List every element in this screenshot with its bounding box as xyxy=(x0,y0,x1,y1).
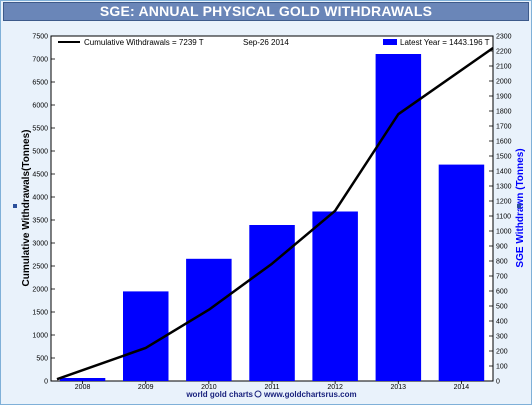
right-tick-label: 500 xyxy=(496,304,508,311)
x-tick-label: 2008 xyxy=(75,384,91,391)
bar-2011 xyxy=(249,225,295,381)
right-tick-label: 1100 xyxy=(496,214,511,221)
x-tick-label: 2009 xyxy=(138,384,154,391)
left-tick-label: 1000 xyxy=(32,333,48,340)
legend-latest-label: Latest Year = 1443.196 T xyxy=(400,38,490,47)
right-axis-ticks: 0 100 200 300 400 500 600 700 800 900 1000 1100 1200… xyxy=(489,34,512,386)
right-tick-label: 300 xyxy=(496,334,508,341)
right-tick-label: 700 xyxy=(496,274,508,281)
x-tick-label: 2014 xyxy=(454,384,470,391)
chart-title: SGE: ANNUAL PHYSICAL GOLD WITHDRAWALS xyxy=(99,3,433,19)
left-axis-ticks: 0 500 1000 1500 2000 2500 3000 3500 4000 4500 5000… xyxy=(32,34,55,386)
right-tick-label: 100 xyxy=(496,364,508,371)
footer-source-right: www.goldchartsrus.com xyxy=(263,390,357,399)
right-tick-label: 1400 xyxy=(496,169,512,176)
left-tick-label: 7500 xyxy=(32,34,48,41)
left-tick-label: 7000 xyxy=(32,57,48,64)
legend-bar-swatch xyxy=(383,39,397,45)
x-axis-ticks: 2008 2009 2010 2011 2012 2013 2014 xyxy=(75,381,470,391)
left-tick-label: 6500 xyxy=(32,80,48,87)
frame-handle-right xyxy=(517,204,521,208)
right-tick-label: 1900 xyxy=(496,94,512,101)
right-tick-label: 2300 xyxy=(496,34,512,41)
left-tick-label: 3500 xyxy=(32,218,48,225)
left-tick-label: 4000 xyxy=(32,195,48,202)
left-tick-label: 4500 xyxy=(32,172,48,179)
right-tick-label: 900 xyxy=(496,244,508,251)
left-tick-label: 0 xyxy=(44,379,48,386)
right-tick-label: 1800 xyxy=(496,109,512,116)
right-tick-label: 2100 xyxy=(496,64,512,71)
right-tick-label: 1700 xyxy=(496,124,512,131)
frame-handle-left xyxy=(13,204,17,208)
left-tick-label: 1500 xyxy=(32,310,48,317)
right-tick-label: 1500 xyxy=(496,154,512,161)
left-tick-label: 3000 xyxy=(32,241,48,248)
cumulative-line-series xyxy=(56,46,494,381)
right-tick-label: 1200 xyxy=(496,199,512,206)
right-tick-label: 600 xyxy=(496,289,508,296)
bar-2014 xyxy=(438,164,485,381)
legend-cumulative-label: Cumulative Withdrawals = 7239 T xyxy=(84,38,204,47)
right-tick-label: 200 xyxy=(496,349,508,356)
left-tick-label: 2500 xyxy=(32,264,48,271)
left-axis-label: Cumulative Withdrawals(Tonnes) xyxy=(21,130,32,287)
bar-2013 xyxy=(375,54,422,381)
right-tick-label: 2200 xyxy=(496,49,512,56)
title-bar: SGE: ANNUAL PHYSICAL GOLD WITHDRAWALS xyxy=(3,2,529,21)
bar-2008 xyxy=(59,378,106,381)
x-tick-label: 2011 xyxy=(264,384,279,391)
right-tick-label: 1600 xyxy=(496,139,512,146)
right-tick-label: 1300 xyxy=(496,184,512,191)
footer-source-left: world gold charts xyxy=(185,390,253,399)
bar-2009 xyxy=(123,291,169,381)
left-tick-label: 5000 xyxy=(32,149,48,156)
x-tick-label: 2012 xyxy=(327,384,343,391)
x-tick-label: 2013 xyxy=(390,384,406,391)
bar-2012 xyxy=(312,211,358,381)
chart-date: Sep-26 2014 xyxy=(243,38,289,47)
left-tick-label: 500 xyxy=(36,356,48,363)
right-tick-label: 0 xyxy=(496,379,500,386)
left-tick-label: 6000 xyxy=(32,103,48,110)
right-tick-label: 400 xyxy=(496,319,508,326)
left-tick-label: 5500 xyxy=(32,126,48,133)
cumulative-line xyxy=(56,46,494,381)
right-tick-label: 2000 xyxy=(496,79,512,86)
x-tick-label: 2010 xyxy=(201,384,217,391)
right-tick-label: 800 xyxy=(496,259,508,266)
copyright-icon xyxy=(254,390,262,398)
left-tick-label: 2000 xyxy=(32,287,48,294)
right-tick-label: 1000 xyxy=(496,229,512,236)
